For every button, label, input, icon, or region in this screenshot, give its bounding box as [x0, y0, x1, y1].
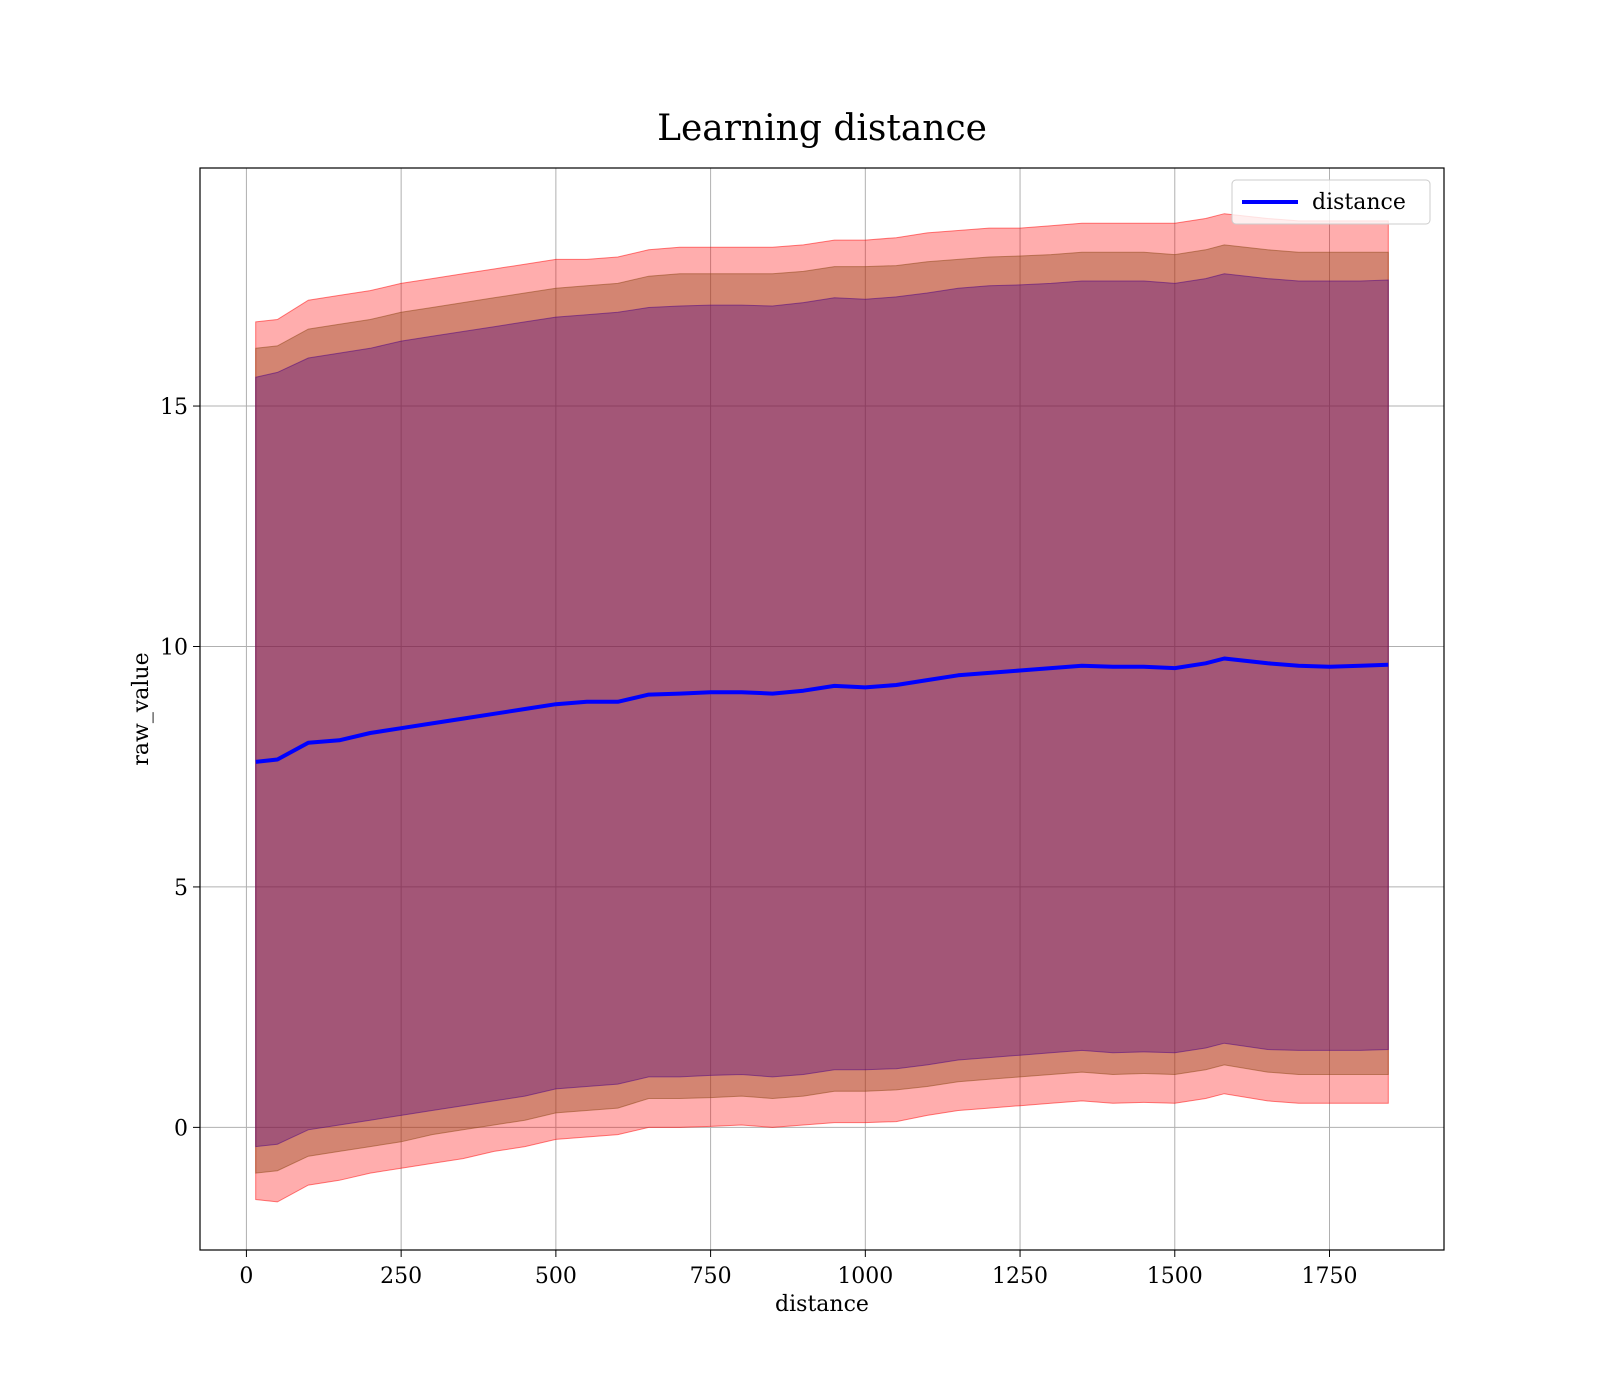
x-tick-label: 500 [535, 1264, 577, 1289]
x-tick-label: 1750 [1302, 1264, 1358, 1289]
y-tick-label: 5 [174, 876, 188, 901]
y-axis-label: raw_value [129, 652, 154, 765]
y-tick-label: 15 [160, 395, 188, 420]
axis-ticks: 0 250 500 750 1000 1250 1500 1750 0 5 10 15 [160, 395, 1358, 1289]
confidence-band-2 [255, 244, 1389, 1174]
x-tick-label: 0 [239, 1264, 253, 1289]
x-tick-label: 250 [380, 1264, 422, 1289]
legend: distance [1231, 179, 1431, 225]
chart-title: Learning distance [657, 108, 987, 149]
y-tick-label: 10 [160, 635, 188, 660]
y-tick-label: 0 [174, 1116, 188, 1141]
confidence-band-1 [255, 213, 1389, 1203]
x-tick-label: 1250 [992, 1264, 1048, 1289]
series-line-distance [255, 656, 1389, 764]
x-tick-label: 1500 [1147, 1264, 1203, 1289]
legend-label-distance: distance [1312, 190, 1406, 215]
grid [200, 168, 1444, 1250]
x-axis-label: distance [775, 1292, 869, 1317]
confidence-band-3 [255, 273, 1389, 1148]
x-tick-label: 1000 [837, 1264, 893, 1289]
series-lines [255, 656, 1389, 764]
confidence-bands [255, 213, 1389, 1203]
plot-area-frame [199, 167, 1445, 1251]
legend-box [1231, 179, 1431, 225]
x-tick-label: 750 [690, 1264, 732, 1289]
